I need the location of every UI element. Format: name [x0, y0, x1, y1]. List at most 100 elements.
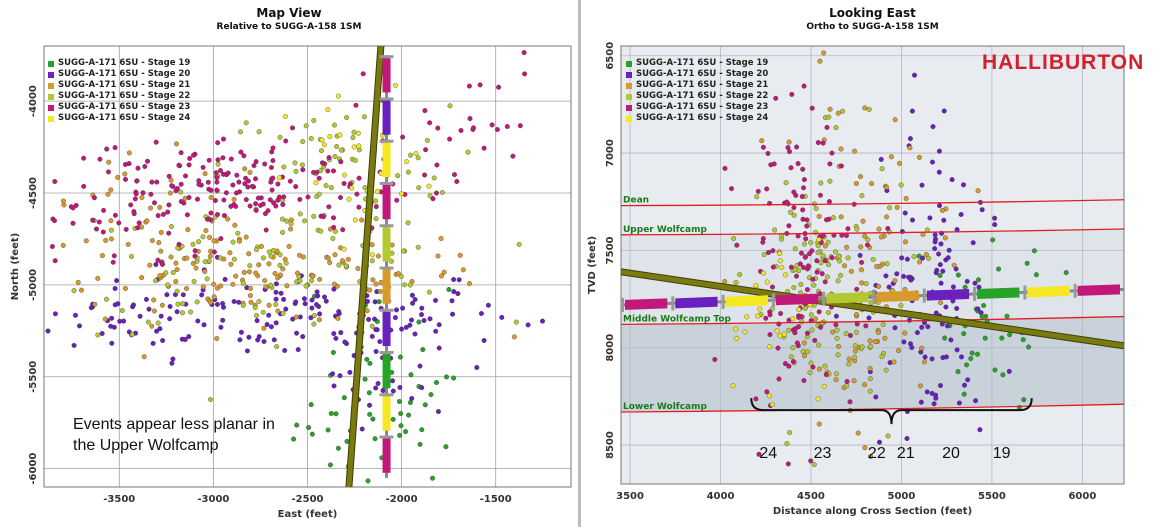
event-point	[867, 366, 873, 371]
event-point	[153, 278, 158, 284]
event-point	[845, 255, 851, 261]
event-point	[254, 313, 259, 318]
event-point	[174, 288, 180, 294]
event-point	[135, 225, 141, 231]
event-point	[104, 146, 110, 152]
event-point	[392, 315, 398, 321]
legend-label: SUGG-A-171 6SU - Stage 19	[636, 58, 769, 68]
event-point	[112, 286, 118, 291]
event-point	[208, 397, 213, 402]
event-point	[240, 280, 246, 286]
event-point	[859, 280, 865, 286]
event-point	[176, 241, 182, 247]
event-point	[157, 204, 163, 210]
event-point	[270, 145, 276, 151]
event-point	[178, 189, 184, 195]
event-point	[791, 212, 797, 218]
event-point	[941, 217, 947, 223]
event-point	[766, 393, 772, 399]
well-stage-marker	[379, 393, 394, 397]
y-tick-label: -5500	[28, 361, 39, 393]
event-point	[917, 383, 923, 389]
event-point	[218, 283, 224, 289]
event-point	[760, 144, 766, 150]
stage-number-label: 21	[896, 445, 915, 462]
event-point	[281, 194, 287, 200]
event-point	[325, 107, 331, 112]
event-point	[73, 312, 78, 318]
event-point	[449, 298, 455, 304]
event-point	[412, 331, 418, 337]
event-point	[773, 95, 779, 101]
event-point	[788, 209, 793, 215]
event-point	[246, 269, 252, 275]
event-point	[838, 214, 844, 220]
event-point	[203, 228, 209, 234]
event-point	[364, 356, 370, 362]
event-point	[859, 267, 864, 273]
event-point	[945, 255, 951, 261]
event-point	[753, 283, 759, 289]
event-point	[859, 344, 865, 350]
event-point	[331, 331, 337, 337]
event-point	[277, 262, 283, 268]
event-point	[812, 316, 818, 322]
event-point	[772, 227, 778, 233]
well-stage-segment	[382, 354, 391, 389]
event-point	[919, 324, 925, 330]
event-point	[417, 441, 423, 447]
event-point	[897, 160, 902, 166]
event-point	[129, 331, 135, 337]
event-point	[297, 211, 303, 217]
legend-swatch	[48, 60, 54, 67]
event-point	[373, 327, 379, 333]
event-point	[322, 161, 328, 167]
y-tick-label: -5000	[28, 269, 39, 301]
event-point	[795, 233, 801, 239]
event-point	[421, 318, 427, 323]
event-point	[390, 388, 396, 394]
event-point	[868, 343, 874, 349]
event-point	[815, 140, 821, 146]
event-point	[827, 178, 833, 184]
event-point	[279, 216, 285, 222]
event-point	[116, 220, 122, 226]
event-point	[883, 273, 889, 279]
event-point	[238, 329, 244, 335]
event-point	[155, 257, 161, 263]
event-point	[755, 188, 761, 194]
event-point	[164, 292, 170, 298]
event-point	[456, 277, 462, 283]
event-point	[786, 327, 792, 333]
event-point	[854, 226, 860, 232]
formation-line	[620, 403, 1125, 413]
event-point	[801, 185, 806, 191]
well-stage-marker	[379, 55, 394, 59]
event-point	[916, 154, 922, 160]
event-point	[868, 454, 873, 459]
event-point	[146, 306, 152, 312]
event-point	[408, 372, 414, 378]
event-point	[137, 313, 143, 319]
event-point	[992, 367, 998, 373]
event-point	[262, 161, 268, 167]
event-point	[936, 169, 942, 175]
well-stage-marker	[1023, 285, 1027, 300]
event-point	[919, 345, 925, 351]
event-point	[417, 363, 423, 369]
well-stage-segment	[382, 142, 391, 177]
event-point	[894, 271, 900, 277]
event-point	[938, 300, 944, 306]
y-tick-label: 8500	[605, 431, 616, 459]
formation-line	[620, 199, 1125, 207]
event-point	[968, 356, 974, 362]
event-point	[123, 226, 129, 232]
well-stage-segment	[382, 58, 391, 93]
legend-label: SUGG-A-171 6SU - Stage 20	[636, 69, 769, 79]
event-point	[52, 179, 58, 184]
event-point	[331, 281, 337, 287]
event-point	[819, 271, 825, 277]
event-point	[205, 179, 211, 185]
event-point	[158, 248, 164, 254]
fracture-plane	[620, 269, 1125, 349]
